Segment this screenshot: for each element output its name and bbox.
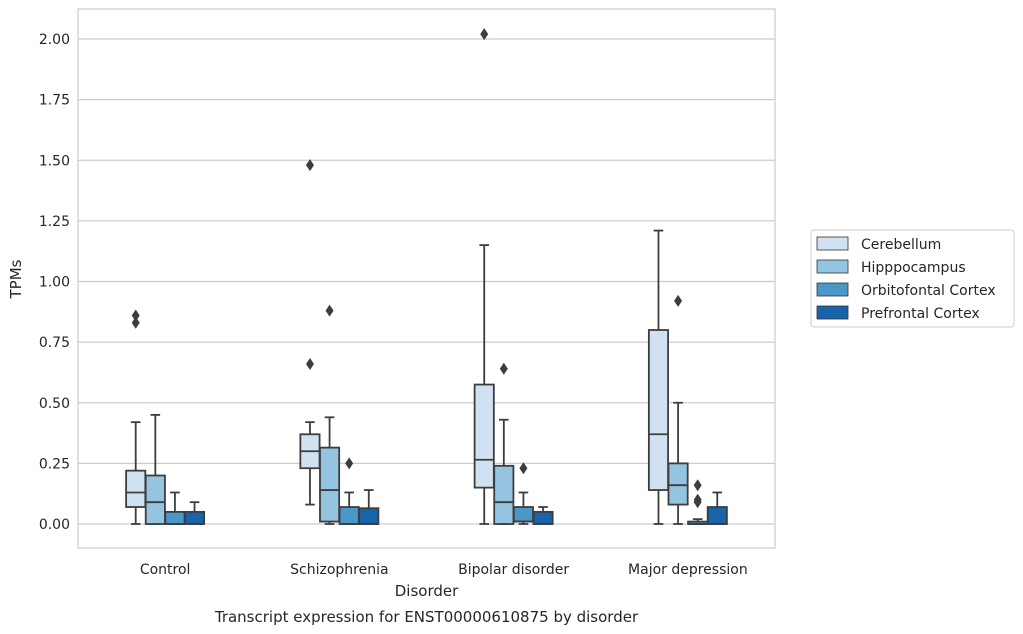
y-tick-label: 1.25 [39,214,70,230]
y-tick-label: 1.75 [39,93,70,109]
box-iqr [125,469,147,508]
y-tick-label: 0.00 [39,517,70,533]
plot-frame [77,8,776,549]
outlier-point [693,479,702,492]
legend-label: Cerebellum [861,237,941,253]
y-tick-label: 0.75 [39,335,70,351]
box-iqr [473,383,495,489]
y-tick-label: 1.50 [39,153,70,169]
y-tick-label: 1.00 [39,275,70,291]
box-iqr [647,329,669,491]
x-tick-label: Major depression [628,562,748,578]
outlier-point [519,462,528,475]
box-iqr [493,464,515,525]
legend-items: Cerebellum Hipppocampus Orbitofontal Corte… [816,236,996,322]
box-iqr [164,510,186,525]
box-prefrontal-cortex-control [184,501,206,525]
outlier-point [345,457,354,470]
box-iqr [358,507,380,525]
outlier-point [325,304,334,317]
outlier-point [693,493,702,506]
box-hipppocampus-control [144,413,166,525]
outlier-point [305,159,314,172]
outlier-point [480,28,489,41]
legend-swatch [816,236,849,251]
y-axis-title: TPMs [7,259,25,299]
outlier-point [131,316,140,329]
box-iqr [144,474,166,525]
box-iqr [338,506,360,525]
box-series [125,28,728,525]
y-tick-label: 2.00 [39,32,70,48]
y-tick-labels: 0.00 0.25 0.50 0.75 1.00 1.25 1.50 1.75 2.00 [39,32,70,533]
box-prefrontal-cortex-schizophrenia [358,489,380,525]
legend-label: Prefrontal Cortex [861,306,980,322]
x-tick-labels: Control Schizophrenia Bipolar disorder Majo… [140,562,748,578]
box-iqr [667,462,689,506]
legend-swatch [816,305,849,320]
y-tick-label: 0.25 [39,456,70,472]
box-iqr [532,510,554,525]
box-cerebellum-schizophrenia [299,159,321,506]
box-orbitofontal-cortex-schizophrenia [338,457,360,525]
outlier-point [305,357,314,370]
box-cerebellum-bipolar-disorder [473,28,495,525]
box-hipppocampus-major-depression [667,294,689,525]
legend-swatch [816,259,849,274]
outlier-point [499,362,508,375]
box-prefrontal-cortex-major-depression [706,491,728,525]
x-axis-title: Disorder [395,582,459,600]
box-iqr [319,446,341,523]
legend-label: Hipppocampus [861,260,966,276]
chart-caption: Transcript expression for ENST0000061087… [214,608,639,626]
outlier-point [674,294,683,307]
box-prefrontal-cortex-bipolar-disorder [532,506,554,525]
box-cerebellum-major-depression [647,229,669,525]
legend-swatch [816,282,849,297]
x-tick-label: Control [140,562,191,578]
box-iqr [706,506,728,525]
box-hipppocampus-schizophrenia [319,304,341,525]
box-cerebellum-control [125,309,147,525]
box-iqr [512,506,534,523]
gridlines [78,38,775,525]
y-tick-label: 0.50 [39,396,70,412]
box-hipppocampus-bipolar-disorder [493,362,515,525]
legend: Cerebellum Hipppocampus Orbitofontal Corte… [810,229,1015,328]
x-tick-label: Bipolar disorder [458,562,569,578]
box-orbitofontal-cortex-control [164,491,186,525]
legend-label: Orbitofontal Cortex [861,283,996,299]
legend-frame [810,229,1015,328]
outlier-point [131,309,140,322]
x-tick-label: Schizophrenia [290,562,388,578]
box-iqr [184,510,206,525]
box-orbitofontal-cortex-major-depression [687,479,709,525]
box-orbitofontal-cortex-bipolar-disorder [512,462,534,525]
